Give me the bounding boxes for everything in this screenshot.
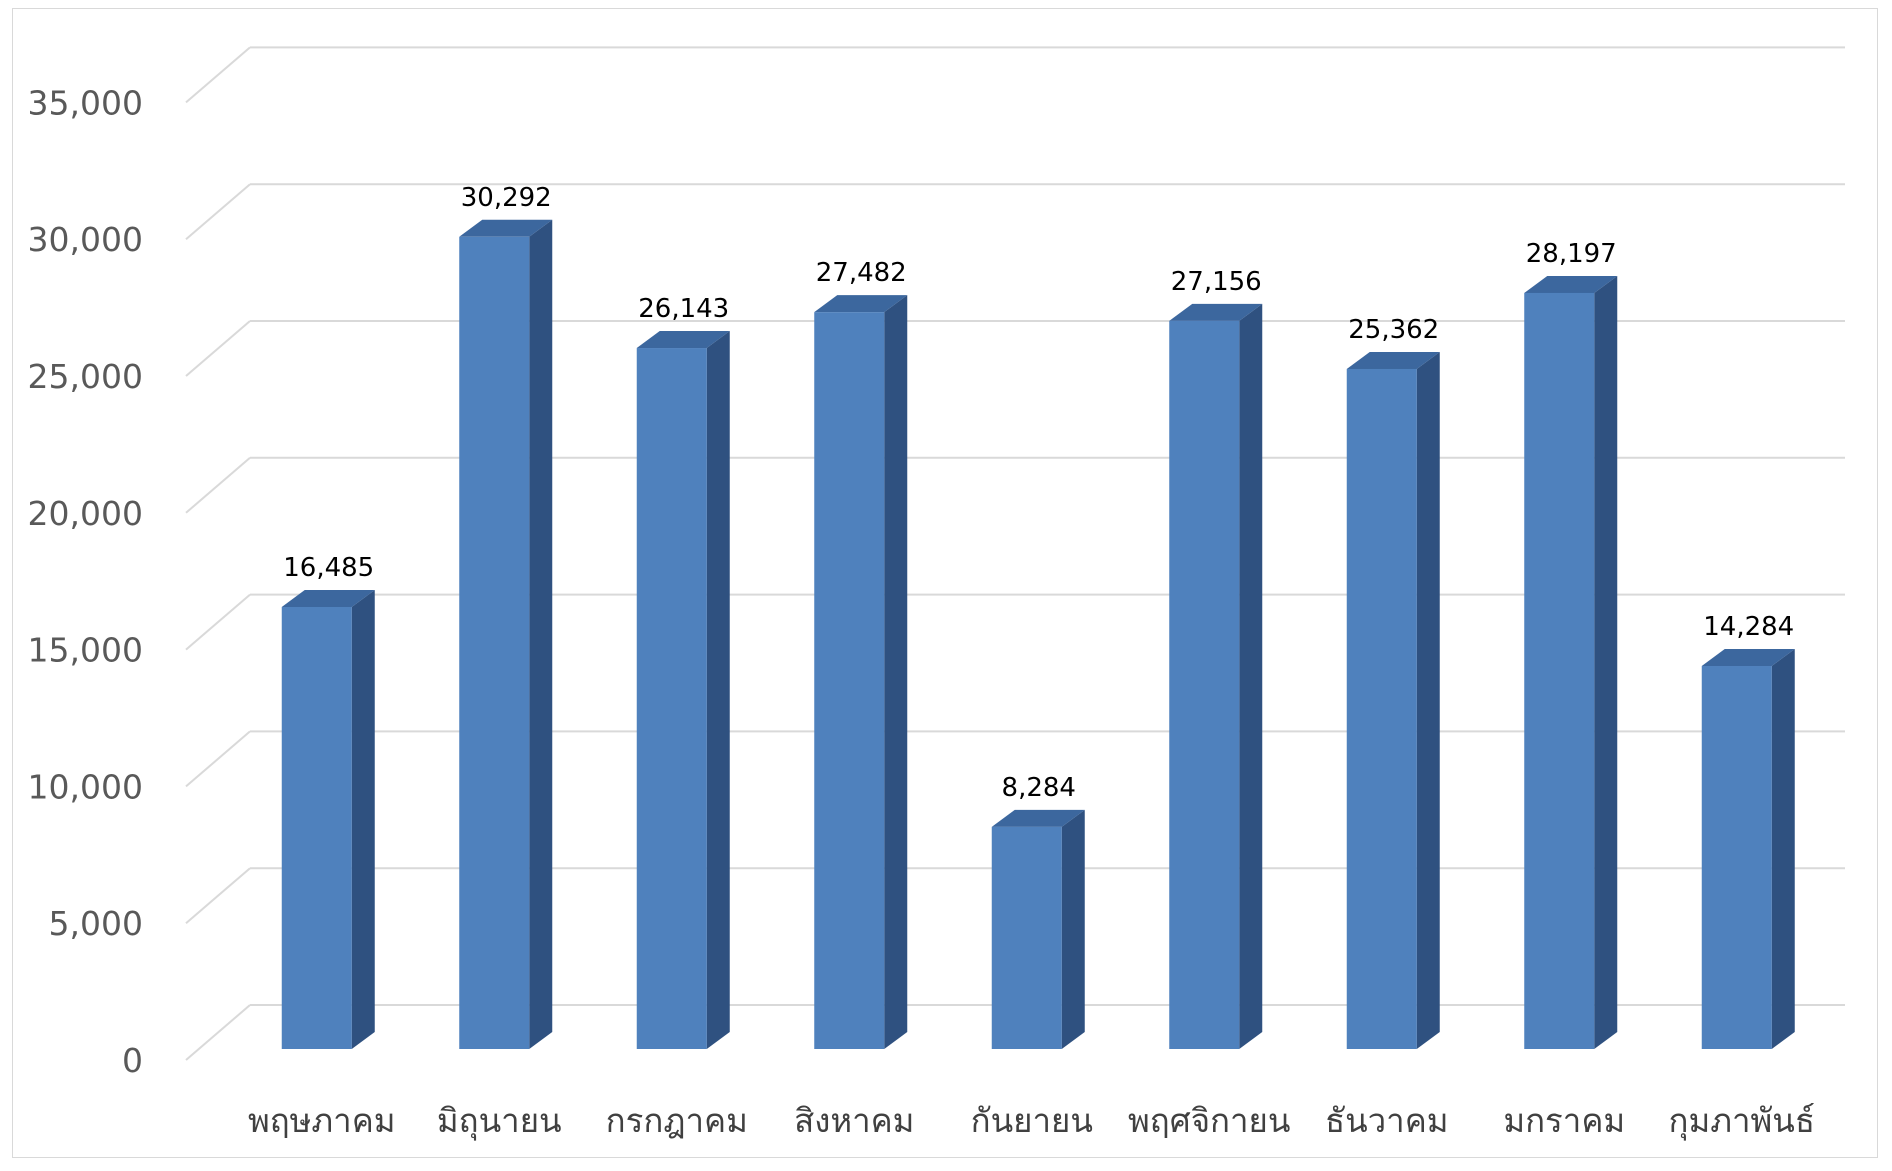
gridline-depth (185, 320, 251, 377)
x-category-label: กันยายน (971, 1101, 1093, 1140)
bar-side (351, 589, 375, 1049)
gridline-depth (185, 457, 251, 514)
data-label: 8,284 (1002, 773, 1076, 803)
gridline-depth (185, 183, 251, 240)
bar-side (706, 331, 730, 1049)
bar-side (529, 219, 553, 1049)
bar-top (459, 219, 553, 237)
x-category-label: ธันวาคม (1325, 1101, 1449, 1140)
data-label: 25,362 (1348, 315, 1439, 345)
bar (991, 826, 1062, 1049)
data-label: 27,482 (816, 258, 907, 288)
bar (1524, 292, 1595, 1049)
y-tick-label: 30,000 (28, 220, 143, 259)
bar (1346, 368, 1417, 1049)
bar-side (1239, 303, 1263, 1050)
bar-top (991, 809, 1085, 827)
x-category-label: มิถุนายน (437, 1101, 562, 1141)
y-tick-label: 10,000 (28, 767, 143, 806)
data-label: 30,292 (461, 183, 552, 213)
bar-side (884, 295, 908, 1049)
bar (814, 312, 885, 1049)
y-tick-label: 35,000 (28, 83, 143, 122)
y-tick-label: 25,000 (28, 357, 143, 396)
bar-top (1701, 649, 1795, 667)
y-tick-label: 5,000 (49, 904, 143, 943)
bar-top (1524, 275, 1618, 293)
bar-top (814, 295, 908, 313)
x-category-label: กุมภาพันธ์ (1669, 1101, 1815, 1141)
data-label: 14,284 (1703, 612, 1794, 642)
bar-top (281, 589, 375, 607)
gridline-depth (185, 1004, 251, 1061)
y-tick-label: 20,000 (28, 494, 143, 533)
data-labels: 16,485 30,292 26,143 27,482 8,284 27,156 25,36… (283, 183, 1794, 803)
data-label: 28,197 (1526, 239, 1617, 269)
y-tick-label: 0 (122, 1041, 143, 1080)
bar-side (1061, 809, 1085, 1049)
x-category-label: พฤษภาคม (248, 1101, 396, 1140)
gridline-depth (185, 593, 251, 651)
bars (281, 219, 1795, 1050)
data-label: 26,143 (638, 294, 729, 324)
bar (636, 348, 707, 1049)
x-category-label: สิงหาคม (794, 1101, 914, 1140)
x-category-label: มกราคม (1503, 1101, 1625, 1140)
bar-side (1594, 275, 1618, 1049)
y-axis-ticks: 0 5,000 10,000 15,000 20,000 25,000 30,000 35,0… (28, 83, 143, 1080)
x-category-label: กรกฎาคม (606, 1101, 748, 1140)
bar-top (1169, 303, 1263, 321)
gridline-depth (185, 46, 251, 104)
bar (459, 236, 530, 1049)
bar (1701, 666, 1772, 1049)
bar-top (1346, 351, 1440, 369)
bar-side (1416, 351, 1440, 1049)
x-category-label: พฤศจิกายน (1128, 1101, 1290, 1140)
y-tick-label: 15,000 (28, 631, 143, 670)
gridline-depth (185, 730, 251, 788)
bar-side (1771, 649, 1795, 1049)
gridline-depth (185, 867, 251, 924)
data-label: 16,485 (283, 553, 374, 583)
bar (1169, 320, 1240, 1050)
bar-top (636, 331, 730, 349)
x-axis-categories: พฤษภาคม มิถุนายน กรกฎาคม สิงหาคม กันยายน พฤศจ… (248, 1101, 1815, 1141)
data-label: 27,156 (1171, 267, 1262, 297)
bar (281, 606, 352, 1049)
